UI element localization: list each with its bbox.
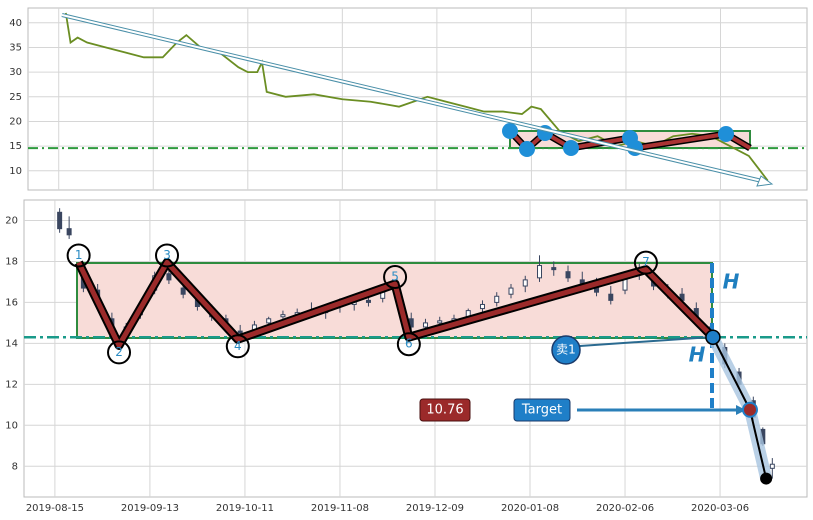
y-tick-label: 12 bbox=[5, 379, 18, 390]
pattern-point-label: 7 bbox=[642, 255, 650, 269]
candle-body bbox=[266, 318, 272, 324]
candle-body bbox=[508, 287, 514, 295]
pattern-point-label: 1 bbox=[75, 248, 83, 262]
y-tick-label: 10 bbox=[5, 420, 18, 431]
y-tick-label: 35 bbox=[9, 42, 22, 53]
h-label: H bbox=[689, 343, 706, 367]
top-dot bbox=[502, 123, 518, 139]
top-overlay bbox=[61, 13, 774, 187]
x-tick-label: 2020-01-08 bbox=[501, 503, 559, 514]
candle-body bbox=[237, 330, 243, 334]
pattern-point-ring bbox=[155, 243, 180, 268]
sell-line bbox=[579, 336, 713, 347]
y-tick-label: 16 bbox=[5, 297, 18, 308]
target-value-label: 10.76 bbox=[426, 403, 463, 418]
trend-arrow-head bbox=[756, 175, 774, 187]
y-tick-label: 40 bbox=[9, 18, 22, 29]
y-tick-label: 25 bbox=[9, 92, 22, 103]
candle-body bbox=[551, 267, 557, 271]
pattern-point-ring bbox=[225, 334, 250, 359]
pattern-point-label: 3 bbox=[163, 248, 171, 262]
candle-body bbox=[365, 299, 371, 303]
candle-body bbox=[422, 322, 428, 328]
candle-body bbox=[280, 314, 286, 318]
pattern-point-ring bbox=[107, 340, 132, 365]
pattern-point-ring bbox=[383, 264, 408, 289]
target-label: Target bbox=[521, 403, 562, 418]
candle-body bbox=[180, 287, 186, 295]
y-tick-label: 20 bbox=[9, 116, 22, 127]
pattern-point-label: 2 bbox=[115, 345, 123, 359]
target-value-box bbox=[419, 398, 471, 422]
y-tick-label: 8 bbox=[12, 461, 18, 472]
bottom-overlay: 卖1 Target 10.76 H H bbox=[419, 263, 746, 422]
y-tick-label: 14 bbox=[5, 338, 18, 349]
x-tick-label: 2019-09-13 bbox=[121, 503, 179, 514]
pattern-point-label: 5 bbox=[391, 269, 399, 283]
y-tick-label: 18 bbox=[5, 256, 18, 267]
y-tick-label: 30 bbox=[9, 67, 22, 78]
top-dot bbox=[718, 126, 734, 142]
top-dot bbox=[563, 140, 579, 156]
sell-label: 卖1 bbox=[556, 343, 576, 357]
x-tick-label: 2019-10-11 bbox=[216, 503, 274, 514]
candle-body bbox=[57, 211, 63, 230]
candle-body bbox=[608, 293, 614, 301]
candle-body bbox=[494, 295, 500, 303]
sell-badge bbox=[551, 335, 581, 365]
y-tick-label: 20 bbox=[5, 215, 18, 226]
target-box bbox=[513, 398, 571, 422]
x-tick-label: 2019-11-08 bbox=[311, 503, 369, 514]
candle-body bbox=[166, 273, 172, 281]
y-tick-label: 10 bbox=[9, 166, 22, 177]
h-label: H bbox=[723, 270, 740, 294]
top-dot bbox=[519, 141, 535, 157]
pattern-point-ring bbox=[633, 250, 658, 275]
candle-body bbox=[522, 279, 528, 287]
y-tick-label: 15 bbox=[9, 141, 22, 152]
x-tick-label: 2020-02-06 bbox=[596, 503, 654, 514]
candle-body bbox=[537, 265, 543, 279]
candle-body bbox=[769, 463, 775, 469]
x-tick-label: 2020-03-06 bbox=[691, 503, 749, 514]
pattern-point-ring bbox=[66, 243, 91, 268]
target-point bbox=[741, 401, 758, 418]
candle-body bbox=[437, 320, 443, 324]
end-point bbox=[760, 472, 773, 485]
pattern-point-label: 4 bbox=[234, 339, 242, 353]
trend-arrow bbox=[61, 14, 763, 182]
candle-body bbox=[66, 228, 72, 236]
breakout-point bbox=[705, 329, 721, 345]
bottom-frame bbox=[23, 199, 808, 498]
pattern-line bbox=[76, 259, 715, 348]
pattern-point-ring bbox=[396, 332, 421, 357]
x-tick-label: 2019-12-09 bbox=[406, 503, 464, 514]
pattern-point-label: 6 bbox=[405, 337, 413, 351]
x-tick-label: 2019-08-15 bbox=[26, 503, 84, 514]
target-arrow-head bbox=[736, 405, 746, 415]
candle-body bbox=[479, 303, 485, 310]
candle-body bbox=[565, 271, 571, 279]
